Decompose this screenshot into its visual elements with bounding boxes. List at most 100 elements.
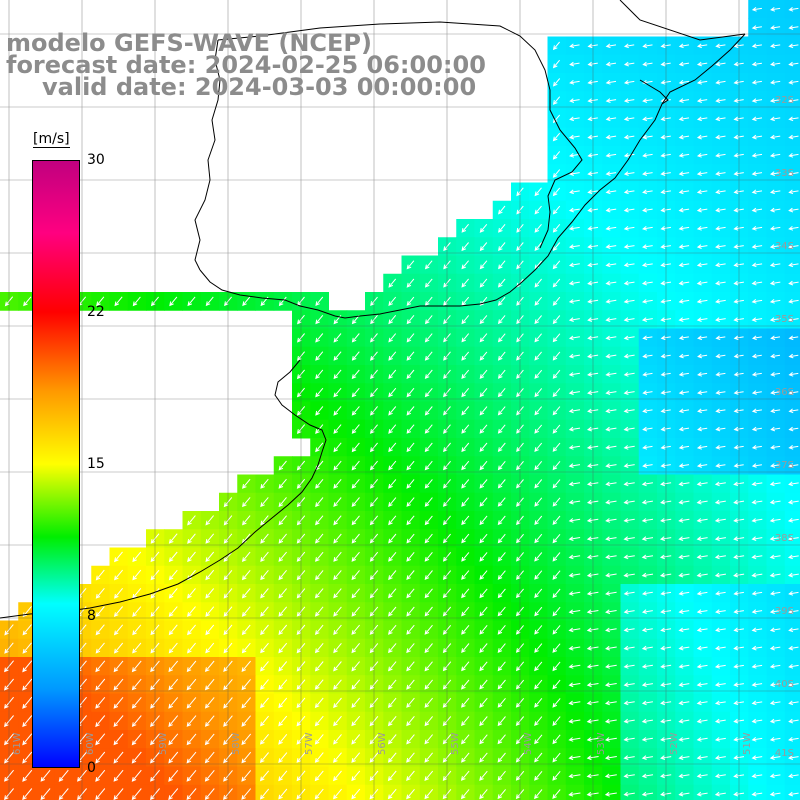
wind-arrow bbox=[534, 588, 543, 599]
wind-arrow bbox=[461, 552, 470, 562]
wind-arrow bbox=[497, 442, 506, 453]
lon-label: 59W bbox=[158, 732, 169, 755]
wind-cell bbox=[346, 784, 366, 800]
wind-arrow bbox=[788, 390, 799, 395]
wind-arrow bbox=[770, 25, 781, 30]
wind-arrow bbox=[552, 460, 561, 471]
wind-arrow bbox=[498, 223, 506, 233]
wind-arrow bbox=[424, 424, 433, 434]
lon-label: 52W bbox=[669, 732, 680, 755]
wind-arrow bbox=[260, 697, 269, 709]
wind-arrow bbox=[424, 333, 433, 343]
wind-arrow bbox=[388, 624, 397, 635]
wind-arrow bbox=[678, 244, 690, 249]
wind-arrow bbox=[333, 387, 342, 398]
wind-arrow bbox=[769, 554, 781, 560]
lat-label: 40S bbox=[774, 679, 794, 690]
wind-arrow bbox=[552, 515, 561, 526]
wind-arrow bbox=[552, 388, 561, 398]
wind-arrow bbox=[623, 299, 635, 304]
wind-arrow bbox=[678, 700, 690, 706]
wind-arrow bbox=[461, 497, 470, 507]
wind-arrow bbox=[605, 280, 617, 286]
wind-arrow bbox=[351, 424, 360, 434]
wind-arrow bbox=[715, 609, 726, 614]
wind-arrow bbox=[333, 551, 342, 562]
wind-arrow bbox=[568, 572, 581, 578]
wind-arrow bbox=[715, 153, 726, 158]
wind-arrow bbox=[788, 43, 799, 49]
lon-label: 54W bbox=[523, 732, 534, 755]
wind-arrow bbox=[351, 570, 360, 581]
wind-arrow bbox=[552, 442, 561, 452]
wind-arrow bbox=[751, 116, 763, 122]
wind-arrow bbox=[751, 390, 762, 395]
wind-arrow bbox=[696, 134, 708, 140]
wind-arrow bbox=[424, 387, 433, 398]
wind-arrow bbox=[461, 643, 470, 654]
wind-arrow bbox=[479, 643, 488, 654]
wind-arrow bbox=[568, 372, 580, 377]
wind-arrow bbox=[534, 606, 543, 617]
wind-arrow bbox=[714, 554, 726, 560]
wind-arrow bbox=[314, 770, 324, 782]
wind-arrow bbox=[333, 533, 342, 544]
wind-arrow bbox=[751, 554, 763, 560]
wind-arrow bbox=[333, 478, 342, 489]
wind-arrow bbox=[315, 369, 324, 380]
wind-arrow bbox=[769, 244, 781, 249]
wind-arrow bbox=[678, 262, 690, 268]
wind-arrow bbox=[479, 424, 488, 434]
wind-arrow bbox=[696, 244, 708, 249]
wind-arrow bbox=[241, 715, 251, 727]
wind-arrow bbox=[424, 315, 433, 325]
wind-arrow bbox=[204, 660, 215, 672]
wind-arrow bbox=[534, 442, 543, 453]
wind-cell bbox=[401, 784, 421, 800]
wind-arrow bbox=[605, 262, 617, 268]
wind-arrow bbox=[769, 664, 781, 669]
wind-arrow bbox=[534, 679, 543, 690]
wind-arrow bbox=[406, 333, 415, 343]
wind-arrow bbox=[461, 333, 470, 343]
wind-arrow bbox=[642, 171, 653, 176]
wind-cell bbox=[328, 784, 348, 800]
wind-arrow bbox=[714, 481, 726, 487]
wind-arrow bbox=[132, 551, 142, 563]
wind-arrow bbox=[770, 445, 781, 450]
wind-arrow bbox=[241, 660, 251, 673]
wind-arrow bbox=[406, 606, 415, 617]
wind-arrow bbox=[605, 299, 617, 304]
wind-arrow bbox=[715, 98, 726, 103]
wind-arrow bbox=[623, 755, 635, 760]
wind-arrow bbox=[751, 80, 762, 85]
wind-arrow bbox=[388, 278, 397, 288]
wind-arrow bbox=[534, 333, 542, 343]
wind-arrow bbox=[186, 697, 197, 709]
wind-arrow bbox=[568, 718, 581, 724]
wind-arrow bbox=[113, 751, 124, 764]
wind-arrow bbox=[278, 788, 288, 800]
wind-arrow bbox=[260, 497, 269, 508]
wind-arrow bbox=[168, 751, 179, 764]
wind-arrow bbox=[697, 426, 708, 432]
wind-arrow bbox=[769, 572, 781, 578]
wind-arrow bbox=[114, 569, 123, 581]
wind-arrow bbox=[95, 751, 106, 764]
wind-arrow bbox=[461, 697, 470, 708]
wind-arrow bbox=[604, 718, 617, 724]
wind-arrow bbox=[568, 700, 581, 706]
wind-arrow bbox=[678, 737, 690, 742]
wind-arrow bbox=[623, 335, 635, 341]
wind-arrow bbox=[751, 353, 762, 359]
wind-arrow bbox=[22, 733, 33, 746]
wind-arrow bbox=[678, 299, 690, 304]
wind-arrow bbox=[552, 606, 561, 617]
wind-arrow bbox=[406, 770, 415, 782]
wind-arrow bbox=[751, 645, 763, 651]
wind-arrow bbox=[552, 223, 561, 233]
wind-arrow bbox=[696, 572, 708, 578]
wind-arrow bbox=[552, 205, 561, 215]
wind-arrow bbox=[461, 223, 469, 233]
wind-arrow bbox=[769, 627, 781, 633]
